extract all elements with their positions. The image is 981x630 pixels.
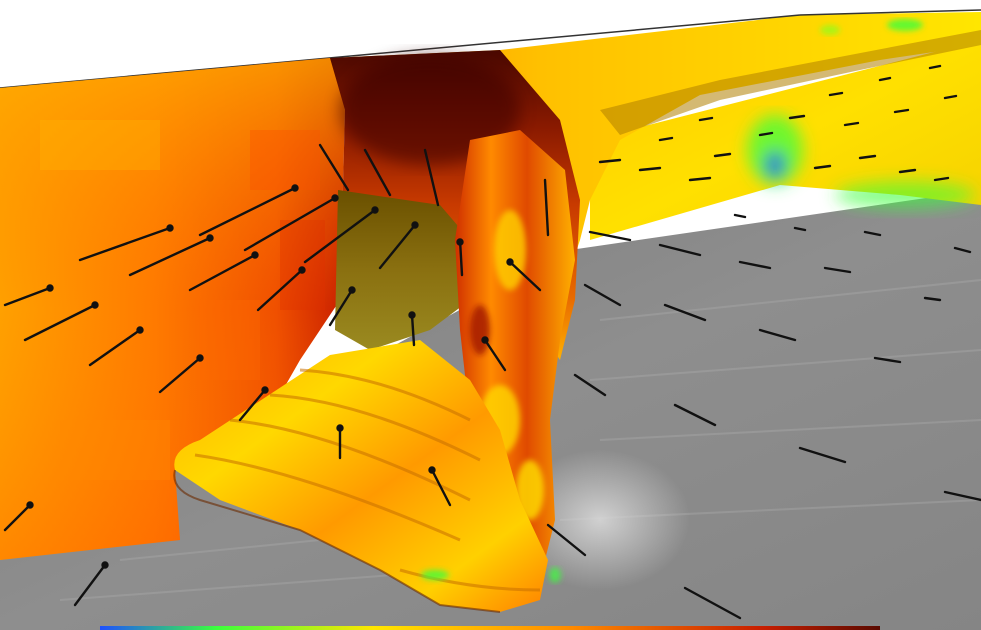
velocity-arrow xyxy=(798,446,847,464)
velocity-arrow xyxy=(573,373,607,397)
velocity-arrow xyxy=(423,148,440,207)
velocity-arrow xyxy=(128,234,214,277)
velocity-arrow xyxy=(88,326,144,367)
velocity-arrow xyxy=(683,586,742,620)
back-wall-cool-patch xyxy=(747,115,975,209)
velocity-arrow xyxy=(828,91,844,97)
velocity-arrow xyxy=(823,266,852,274)
velocity-arrow xyxy=(758,328,797,342)
velocity-arrow xyxy=(256,266,306,312)
scour-cavity-inner-face xyxy=(335,190,470,350)
velocity-arrow xyxy=(158,354,204,394)
velocity-arrow xyxy=(658,136,674,142)
velocity-arrow xyxy=(456,238,464,277)
velocity-arrow xyxy=(408,311,416,347)
velocity-arrow xyxy=(506,258,542,292)
velocity-arrow xyxy=(878,76,892,82)
velocity-arrow xyxy=(303,206,379,264)
velocity-arrow xyxy=(481,336,507,372)
velocity-arrow xyxy=(543,178,550,237)
velocity-arrow xyxy=(78,224,174,262)
velocity-arrow xyxy=(243,194,339,252)
velocity-arrow xyxy=(336,424,344,460)
velocity-arrow xyxy=(378,221,419,270)
velocity-arrow xyxy=(863,230,882,237)
velocity-arrow xyxy=(688,176,712,182)
velocity-arrow xyxy=(733,213,747,219)
color-bar xyxy=(100,626,880,630)
velocity-arrow xyxy=(943,490,981,502)
velocity-arrow xyxy=(328,286,356,327)
velocity-arrow xyxy=(663,303,707,322)
velocity-arrow xyxy=(198,184,299,237)
scour-bowl xyxy=(174,340,549,612)
velocity-arrow xyxy=(928,64,942,70)
velocity-arrow xyxy=(843,121,860,127)
velocity-arrow xyxy=(813,164,832,170)
velocity-arrow xyxy=(858,154,877,160)
velocity-arrow xyxy=(658,243,702,257)
velocity-arrow xyxy=(546,523,587,557)
velocity-arrow xyxy=(3,501,34,532)
bowl-rim xyxy=(173,469,501,613)
velocity-arrow xyxy=(583,283,622,307)
velocity-arrow xyxy=(793,226,807,232)
velocity-arrow xyxy=(73,561,109,607)
velocity-arrow xyxy=(738,260,772,270)
bowl-ridges xyxy=(194,368,541,592)
velocity-arrow xyxy=(698,116,714,122)
velocity-arrow xyxy=(588,230,632,242)
top-band-edge xyxy=(0,14,801,89)
velocity-arrow xyxy=(933,176,950,182)
velocity-arrows xyxy=(3,64,981,620)
velocity-arrow xyxy=(788,114,806,120)
velocity-arrow xyxy=(23,301,99,342)
velocity-arrow xyxy=(713,152,732,158)
cavity-dark-core xyxy=(340,55,520,165)
top-band-green xyxy=(820,19,923,35)
velocity-arrow xyxy=(188,251,259,292)
velocity-arrow xyxy=(923,296,942,302)
velocity-arrow xyxy=(943,94,958,100)
velocity-arrow xyxy=(898,168,917,174)
velocity-arrow xyxy=(598,158,622,164)
velocity-arrow xyxy=(673,403,717,427)
bowl-green-spots xyxy=(421,567,561,583)
velocity-arrow xyxy=(873,356,902,364)
velocity-arrow xyxy=(428,466,452,507)
velocity-arrow xyxy=(638,166,662,172)
velocity-arrow xyxy=(893,108,910,114)
left-wall-blocks xyxy=(40,120,325,480)
velocity-arrow xyxy=(363,148,392,197)
velocity-arrow xyxy=(953,246,972,254)
velocity-arrow xyxy=(318,143,350,192)
top-band-dark-ridge xyxy=(600,30,981,135)
velocity-arrow xyxy=(3,284,54,307)
velocity-arrow xyxy=(758,131,774,137)
velocity-arrow xyxy=(238,386,269,422)
ground-glow xyxy=(510,450,690,590)
